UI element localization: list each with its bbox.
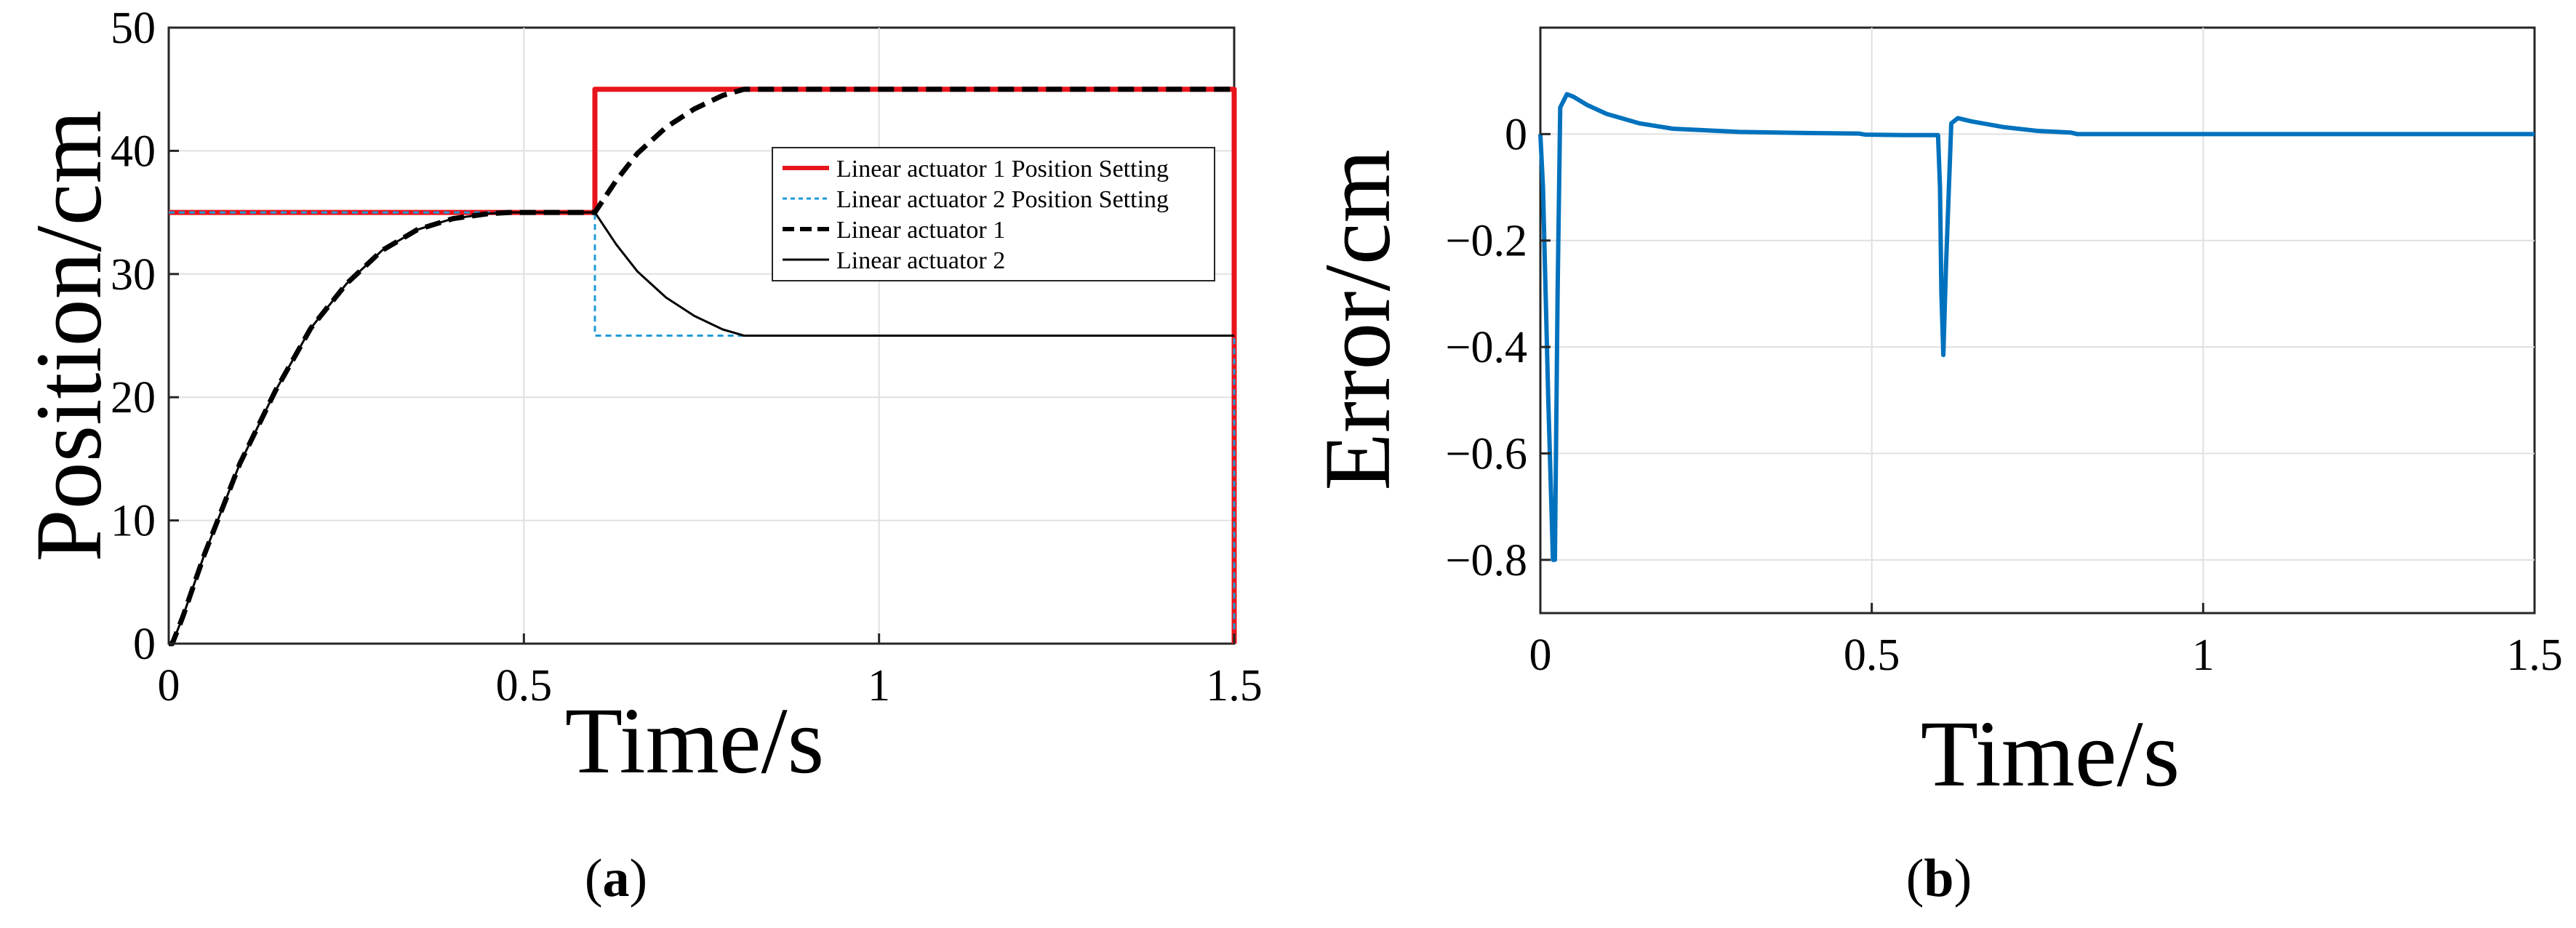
panel-b-y-axis-label: Error/cm xyxy=(1305,149,1410,490)
series-line-1 xyxy=(169,87,1237,644)
panel-b-series-group xyxy=(1538,92,2535,562)
y-tick-label: 30 xyxy=(111,250,156,300)
panel-a-y-axis-label: Position/cm xyxy=(17,110,121,561)
legend-entry-4: Linear actuator 2 xyxy=(836,247,1005,274)
x-tick-label: 0.5 xyxy=(1844,631,1900,680)
y-tick-label: 10 xyxy=(111,497,156,546)
series-line-4 xyxy=(169,211,1234,645)
x-tick-label: 0.5 xyxy=(496,661,553,711)
y-tick-label: 40 xyxy=(111,127,156,176)
x-tick-label: 1 xyxy=(2192,631,2215,680)
x-tick-label: 1.5 xyxy=(2506,631,2563,680)
panel-b-x-ticks: 0 0.5 1 1.5 xyxy=(1529,603,2563,680)
y-tick-label: 0 xyxy=(1505,110,1527,159)
y-tick-label: 20 xyxy=(111,373,156,423)
y-tick-label: −0.2 xyxy=(1446,217,1527,266)
y-tick-label: 50 xyxy=(111,4,156,53)
panel-a-x-ticks: 0 0.5 1 1.5 xyxy=(158,633,1263,711)
panel-b-grid xyxy=(1540,28,2535,613)
legend-entry-1: Linear actuator 1 Position Setting xyxy=(836,156,1169,183)
x-tick-label: 0 xyxy=(158,661,180,711)
y-tick-label: 0 xyxy=(133,620,156,669)
x-tick-label: 1 xyxy=(868,661,890,711)
panel-b-y-ticks: 0 −0.2 −0.4 −0.6 −0.8 xyxy=(1446,110,1551,585)
panel-b-caption-letter: b xyxy=(1924,849,1953,908)
panel-a-caption-letter: a xyxy=(603,849,630,908)
y-tick-label: −0.6 xyxy=(1446,429,1527,479)
panel-b-plot-frame xyxy=(1539,26,2536,615)
x-tick-label: 1.5 xyxy=(1206,661,1263,711)
series-line-1 xyxy=(1538,92,2535,562)
panel-a-y-ticks: 0 10 20 30 40 50 xyxy=(111,4,179,669)
panel-a-x-axis-label: Time/s xyxy=(565,689,824,793)
panel-a-caption: (a) xyxy=(585,849,647,908)
legend-box xyxy=(772,147,1215,281)
legend-entry-2: Linear actuator 2 Position Setting xyxy=(836,186,1169,213)
x-tick-label: 0 xyxy=(1529,631,1552,680)
panel-b-error-chart: 0 0.5 1 1.5 0 −0.2 −0.4 −0.6 −0.8 Time/s Error/… xyxy=(1305,26,2563,908)
y-tick-label: −0.4 xyxy=(1446,323,1527,372)
panel-b-caption: (b) xyxy=(1906,849,1972,908)
y-tick-label: −0.8 xyxy=(1446,536,1527,585)
panel-a-legend: Linear actuator 1 Position Setting Linear… xyxy=(772,147,1215,281)
panel-b-x-axis-label: Time/s xyxy=(1921,702,2180,807)
panel-a-position-chart: 0 0.5 1 1.5 0 10 20 30 40 50 Linear actuator 1 P… xyxy=(17,4,1263,908)
legend-entry-3: Linear actuator 1 xyxy=(836,217,1005,244)
panel-a-series-group xyxy=(169,87,1237,647)
